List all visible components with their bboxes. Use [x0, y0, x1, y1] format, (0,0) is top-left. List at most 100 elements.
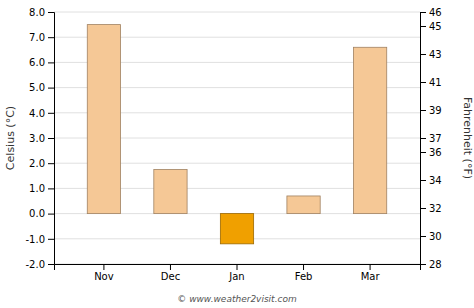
tick: Jan — [228, 264, 244, 282]
tick-label: Mar — [361, 271, 381, 282]
y2-axis-title: Fahrenheit (°F) — [461, 97, 474, 179]
tick-mark — [420, 82, 426, 83]
tick-label: 39 — [429, 105, 442, 116]
bar — [353, 47, 386, 213]
tick-mark — [420, 110, 426, 111]
bar — [220, 214, 253, 244]
tick: 2.0 — [29, 158, 54, 169]
tick: Nov — [94, 264, 114, 282]
annotation: © www.weather2visit.com — [177, 294, 297, 304]
tick-label: 32 — [429, 203, 442, 214]
grid-line — [54, 12, 420, 13]
tick: 1.0 — [29, 183, 54, 194]
tick-mark — [48, 163, 54, 164]
tick: 0.0 — [29, 208, 54, 219]
tick: Mar — [361, 264, 381, 282]
tick-mark — [48, 62, 54, 63]
tick-mark — [48, 37, 54, 38]
tick: Dec — [161, 264, 180, 282]
grid — [54, 12, 420, 264]
tick-mark — [420, 138, 426, 139]
tick-label: Feb — [295, 271, 313, 282]
y-axis: -2.0 -1.0 0.0 1.0 2.0 3.0 4.0 5.0 6.0 7.0 8.0 — [25, 7, 54, 270]
tick: 45 — [420, 21, 442, 32]
tick-mark — [48, 188, 54, 189]
tick-mark — [170, 264, 171, 270]
tick-label: 30 — [429, 231, 442, 242]
tick: 8.0 — [29, 7, 54, 18]
tick-label: 2.0 — [29, 158, 45, 169]
tick-label: 7.0 — [29, 32, 45, 43]
tick-label: 3.0 — [29, 133, 45, 144]
tick-label: 46 — [429, 7, 442, 18]
tick-mark — [420, 12, 426, 13]
tick-mark — [48, 12, 54, 13]
tick: 4.0 — [29, 108, 54, 119]
tick-mark — [48, 214, 54, 215]
tick-label: 8.0 — [29, 7, 45, 18]
tick-mark — [48, 138, 54, 139]
tick-mark — [48, 88, 54, 89]
tick: 34 — [420, 175, 442, 186]
tick-label: 1.0 — [29, 183, 45, 194]
tick-mark — [420, 54, 426, 55]
tick-mark — [48, 113, 54, 114]
tick: 30 — [420, 231, 442, 242]
tick-label: -2.0 — [25, 259, 45, 270]
tick: 41 — [420, 77, 442, 88]
tick-label: 45 — [429, 21, 442, 32]
tick-label: 0.0 — [29, 208, 45, 219]
y2-axis: 28 30 32 34 36 37 39 41 43 45 46 — [420, 7, 442, 270]
tick-label: 41 — [429, 77, 442, 88]
tick: 7.0 — [29, 32, 54, 43]
tick-label: 36 — [429, 147, 442, 158]
tick: 32 — [420, 203, 442, 214]
tick: 5.0 — [29, 82, 54, 93]
tick-label: Dec — [161, 271, 180, 282]
tick: 3.0 — [29, 133, 54, 144]
tick-label: 37 — [429, 133, 442, 144]
tick-mark — [420, 152, 426, 153]
tick-label: Nov — [94, 271, 114, 282]
tick: 46 — [420, 7, 442, 18]
tick: 6.0 — [29, 57, 54, 68]
tick-mark — [420, 236, 426, 237]
tick-mark — [420, 180, 426, 181]
tick-mark — [48, 264, 54, 265]
chart: Nov Dec Jan Feb Mar -2.0 -1.0 0.0 1.0 2.0 3.0 4.0 5.… — [0, 0, 474, 308]
tick-mark — [420, 208, 426, 209]
tick-mark — [103, 264, 104, 270]
tick: Feb — [295, 264, 313, 282]
tick: 43 — [420, 49, 442, 60]
bars — [87, 25, 386, 244]
tick-mark — [48, 239, 54, 240]
axis-line — [48, 13, 55, 265]
tick-mark — [420, 264, 426, 265]
tick-label: 4.0 — [29, 108, 45, 119]
tick: -2.0 — [25, 259, 54, 270]
tick-mark — [420, 26, 426, 27]
x-axis: Nov Dec Jan Feb Mar — [55, 264, 421, 282]
tick-label: Jan — [228, 271, 244, 282]
tick-label: 28 — [429, 259, 442, 270]
axis-line — [55, 265, 421, 271]
tick: 28 — [420, 259, 442, 270]
bar — [287, 196, 320, 214]
tick-label: 5.0 — [29, 82, 45, 93]
tick: 39 — [420, 105, 442, 116]
tick: 36 — [420, 147, 442, 158]
plot: Nov Dec Jan Feb Mar -2.0 -1.0 0.0 1.0 2.0 3.0 4.0 5.… — [25, 7, 441, 282]
tick-label: 43 — [429, 49, 442, 60]
tick-mark — [370, 264, 371, 270]
tick: -1.0 — [25, 234, 54, 245]
tick-label: 6.0 — [29, 57, 45, 68]
tick: 37 — [420, 133, 442, 144]
tick-mark — [303, 264, 304, 270]
tick-label: -1.0 — [25, 234, 45, 245]
bar — [87, 25, 120, 214]
tick-mark — [237, 264, 238, 270]
tick-label: 34 — [429, 175, 442, 186]
bar — [154, 170, 187, 214]
axis-line — [421, 13, 427, 265]
y-axis-title: Celsius (°C) — [4, 106, 17, 170]
